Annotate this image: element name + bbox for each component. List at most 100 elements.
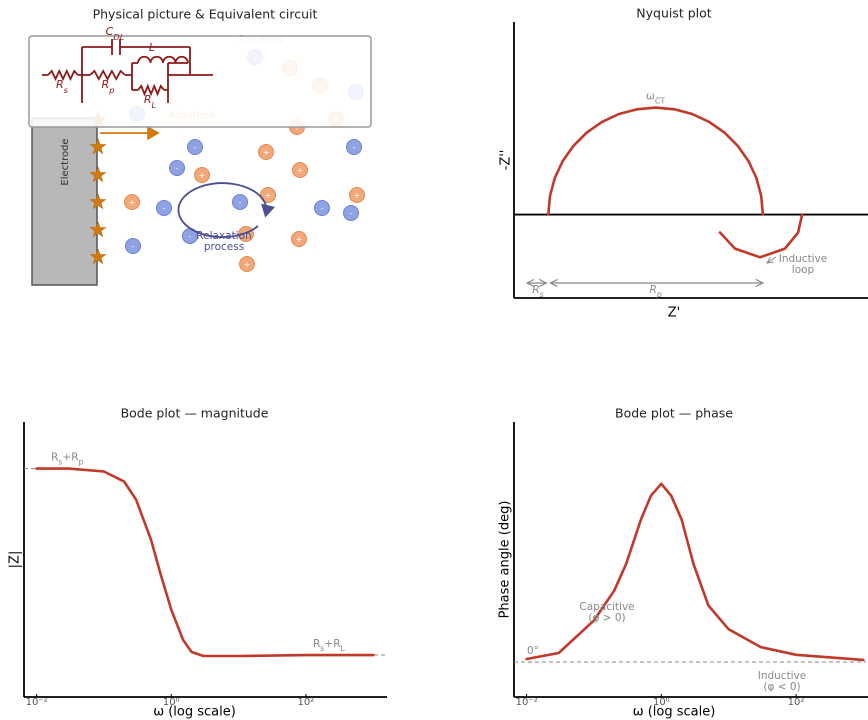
- resistor-rs: [47, 68, 79, 82]
- positive-ion-sign: +: [199, 171, 206, 180]
- rp-label-part: p: [656, 290, 662, 299]
- negative-ion-sign: -: [132, 242, 135, 251]
- positive-ion-sign: +: [296, 235, 303, 244]
- rp-label-part: R: [649, 284, 656, 296]
- negative-ion-sign: -: [163, 204, 166, 213]
- loop-label: loop: [792, 264, 815, 276]
- l-label: L: [149, 41, 155, 54]
- positive-ion-sign: +: [297, 166, 304, 175]
- negative-ion: [125, 238, 141, 254]
- x-axis-label: ω (log scale): [153, 705, 236, 720]
- relaxation-label: process: [204, 241, 244, 253]
- positive-ion: [349, 187, 365, 203]
- rs-label-part: R: [532, 284, 539, 296]
- relaxation-loop: [177, 182, 276, 238]
- positive-ion: [239, 256, 255, 272]
- rs-label-part: R: [56, 78, 64, 91]
- rs-label-part: s: [540, 290, 544, 299]
- negative-ion: [343, 205, 359, 221]
- data-line: [718, 213, 804, 259]
- negative-ion: [346, 139, 362, 155]
- x-axis-label: Z': [668, 306, 680, 321]
- data-line: [525, 482, 865, 662]
- capacitive-label: (φ > 0): [588, 612, 625, 624]
- x-tick-label: 10⁻²: [26, 697, 48, 708]
- capacitive-label: Capacitive: [579, 601, 634, 613]
- rp-label-part: p: [108, 85, 114, 95]
- x-tick-label: 10⁰: [163, 697, 180, 708]
- positive-ion-sign: +: [129, 198, 136, 207]
- circuit-box: [28, 35, 372, 128]
- reference-label-part: +R: [62, 452, 78, 464]
- positive-ion-sign: +: [265, 191, 272, 200]
- positive-ion: [194, 167, 210, 183]
- reference-label-part: R: [313, 638, 320, 650]
- reference-label: Rs+RL: [313, 638, 346, 653]
- negative-ion-sign: -: [321, 204, 324, 213]
- inductive-label: Inductive: [758, 670, 807, 682]
- negative-ion-sign: -: [350, 209, 353, 218]
- negative-ion: [169, 160, 185, 176]
- panel-title: Nyquist plot: [636, 6, 712, 21]
- rl-label-part: R: [144, 93, 152, 106]
- data-line: [546, 106, 765, 216]
- inductive-label: (φ < 0): [763, 681, 800, 693]
- rp-label: Rp: [102, 78, 115, 95]
- peak-label-part: CT: [655, 97, 665, 106]
- adsorbed-site: [89, 138, 107, 155]
- x-tick-label: 10⁰: [653, 697, 670, 708]
- peak-label-part: ω: [646, 91, 655, 103]
- x-tick-label: 10⁻²: [516, 697, 538, 708]
- positive-ion: [124, 194, 140, 210]
- adsorbed-site: [89, 166, 107, 183]
- rs-label: Rs: [532, 284, 543, 299]
- reference-label: Rs+Rp: [51, 452, 84, 467]
- negative-ion: [232, 194, 248, 210]
- reference-label: 0°: [527, 645, 539, 657]
- resistor-rp: [89, 69, 126, 81]
- x-tick-label: 10²: [298, 697, 315, 708]
- positive-ion: [260, 187, 276, 203]
- reference-label-part: p: [79, 458, 84, 467]
- adsorbed-site: [89, 221, 107, 238]
- data-line: [35, 467, 375, 658]
- reference-label-part: s: [58, 458, 62, 467]
- y-axis-label: -Z'': [499, 150, 514, 171]
- electrode-label: Electrode: [60, 138, 71, 185]
- negative-ion-sign: -: [176, 164, 179, 173]
- rs-label: Rs: [56, 78, 69, 95]
- relaxation-label: Relaxation: [196, 230, 251, 242]
- rp-label: Rp: [649, 284, 661, 299]
- negative-ion: [156, 200, 172, 216]
- negative-ion: [187, 139, 203, 155]
- positive-ion-sign: +: [263, 148, 270, 157]
- electrode: [31, 117, 98, 286]
- reference-label-part: +R: [324, 638, 340, 650]
- cdl-label-part: DL: [113, 32, 124, 42]
- positive-ion-sign: +: [243, 230, 250, 239]
- cdl-label-part: C: [106, 25, 114, 38]
- rs-label-part: s: [64, 85, 69, 95]
- positive-ion-sign: +: [244, 260, 251, 269]
- reference-label-part: R: [51, 452, 58, 464]
- loop-label: Inductive: [779, 253, 828, 265]
- l-label-part: L: [149, 41, 155, 54]
- resistor-rl: [137, 83, 165, 97]
- adsorbed-site: [89, 248, 107, 265]
- negative-ion-sign: -: [189, 232, 192, 241]
- positive-ion: [291, 231, 307, 247]
- negative-ion-sign: -: [353, 143, 356, 152]
- loop-pointer: [767, 256, 777, 263]
- y-axis-label: |Z|: [8, 551, 23, 569]
- panel-title: Physical picture & Equivalent circuit: [93, 7, 318, 22]
- reference-label-part: L: [341, 644, 346, 653]
- x-axis-label: ω (log scale): [633, 705, 716, 720]
- y-axis-label: Phase angle (deg): [498, 501, 513, 619]
- inductor: [137, 55, 189, 64]
- negative-ion-sign: -: [194, 143, 197, 152]
- capacitor: [111, 39, 121, 55]
- positive-ion: [258, 144, 274, 160]
- circuit-wire: [42, 46, 213, 103]
- rl-label: RL: [144, 93, 157, 110]
